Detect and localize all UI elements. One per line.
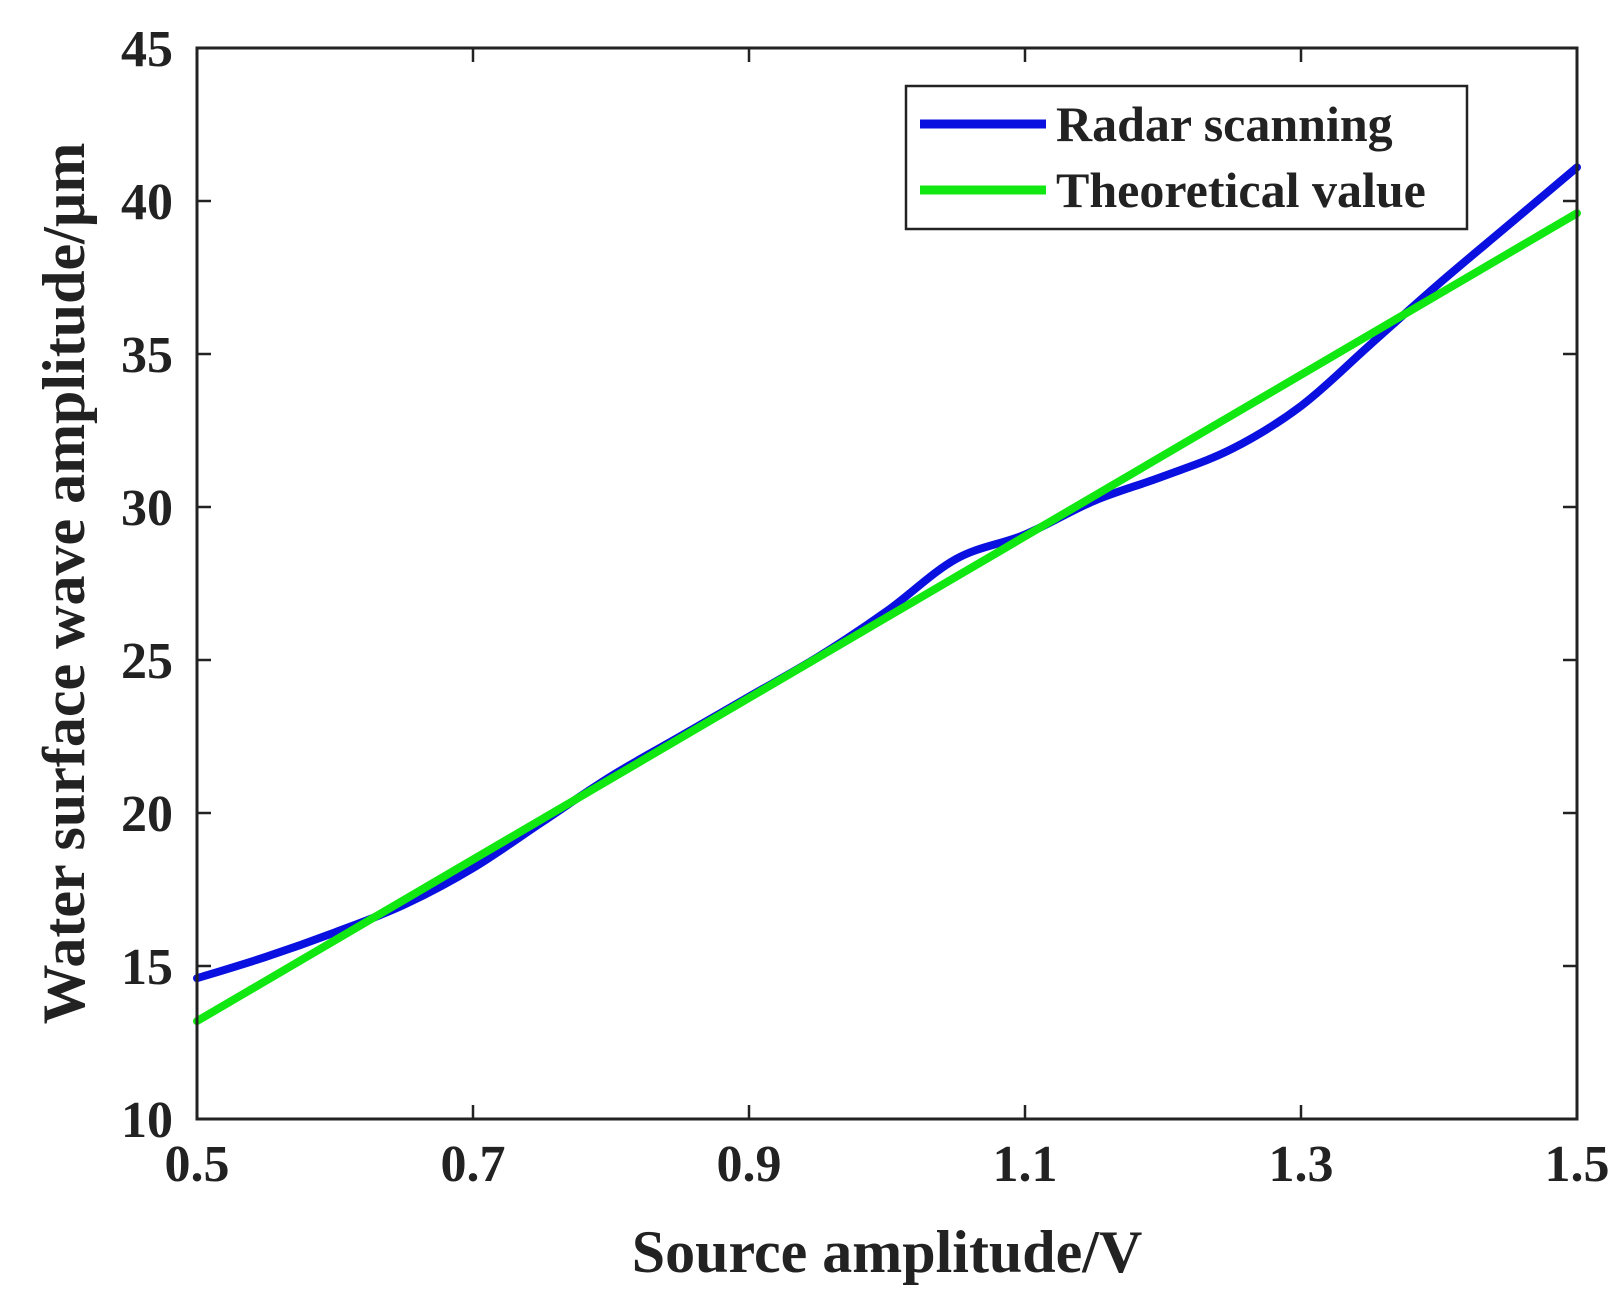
y-tick-label: 40 [121,174,173,231]
legend: Radar scanning Theoretical value [904,84,1469,231]
x-axis-title: Source amplitude/V [632,1219,1143,1285]
legend-label-radar-scanning: Radar scanning [1056,96,1393,152]
ticks-layer: 0.5 0.7 0.9 1.1 1.3 1.5 10 15 20 25 30 35 40 45 [121,21,1610,1193]
x-tick-label: 1.5 [1545,1136,1610,1193]
x-tick-label: 0.5 [165,1136,230,1193]
legend-label-theoretical-value: Theoretical value [1056,162,1426,218]
x-tick-label: 0.9 [717,1136,782,1193]
y-axis-title: Water surface wave amplitude/µm [31,143,97,1025]
series-line-theoretical-value [193,209,1581,1026]
y-tick-label: 15 [121,939,173,996]
y-tick-label: 10 [121,1092,173,1149]
legend-box [904,84,1469,231]
x-tick-label: 1.1 [993,1136,1058,1193]
y-tick-label: 25 [121,633,173,690]
series-line-radar-scanning [193,163,1581,983]
x-tick-label: 1.3 [1269,1136,1334,1193]
y-tick-label: 45 [121,21,173,78]
x-tick-label: 0.7 [441,1136,506,1193]
y-tick-label: 30 [121,480,173,537]
series-layer [193,163,1581,1026]
y-tick-label: 35 [121,327,173,384]
plot-frame [195,46,1579,1121]
y-tick-label: 20 [121,786,173,843]
